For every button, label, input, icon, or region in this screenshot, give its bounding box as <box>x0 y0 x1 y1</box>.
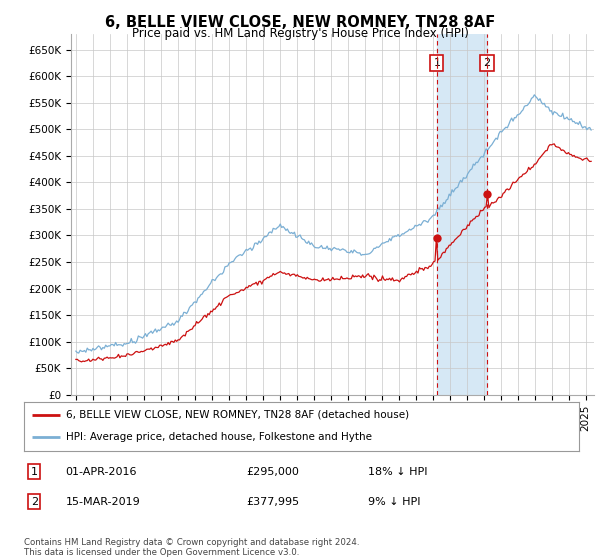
Text: 2: 2 <box>31 497 38 507</box>
Text: Price paid vs. HM Land Registry's House Price Index (HPI): Price paid vs. HM Land Registry's House … <box>131 27 469 40</box>
Text: 9% ↓ HPI: 9% ↓ HPI <box>368 497 421 507</box>
Text: HPI: Average price, detached house, Folkestone and Hythe: HPI: Average price, detached house, Folk… <box>65 432 371 442</box>
Text: 01-APR-2016: 01-APR-2016 <box>65 466 137 477</box>
Text: 1: 1 <box>31 466 38 477</box>
Text: £295,000: £295,000 <box>246 466 299 477</box>
Text: 6, BELLE VIEW CLOSE, NEW ROMNEY, TN28 8AF (detached house): 6, BELLE VIEW CLOSE, NEW ROMNEY, TN28 8A… <box>65 410 409 420</box>
Text: 2: 2 <box>484 58 491 68</box>
Text: 1: 1 <box>433 58 440 68</box>
Text: 18% ↓ HPI: 18% ↓ HPI <box>368 466 428 477</box>
Bar <box>437 34 487 395</box>
Text: 6, BELLE VIEW CLOSE, NEW ROMNEY, TN28 8AF: 6, BELLE VIEW CLOSE, NEW ROMNEY, TN28 8A… <box>105 15 495 30</box>
Text: 15-MAR-2019: 15-MAR-2019 <box>65 497 140 507</box>
Text: Contains HM Land Registry data © Crown copyright and database right 2024.
This d: Contains HM Land Registry data © Crown c… <box>24 538 359 557</box>
Text: £377,995: £377,995 <box>246 497 299 507</box>
